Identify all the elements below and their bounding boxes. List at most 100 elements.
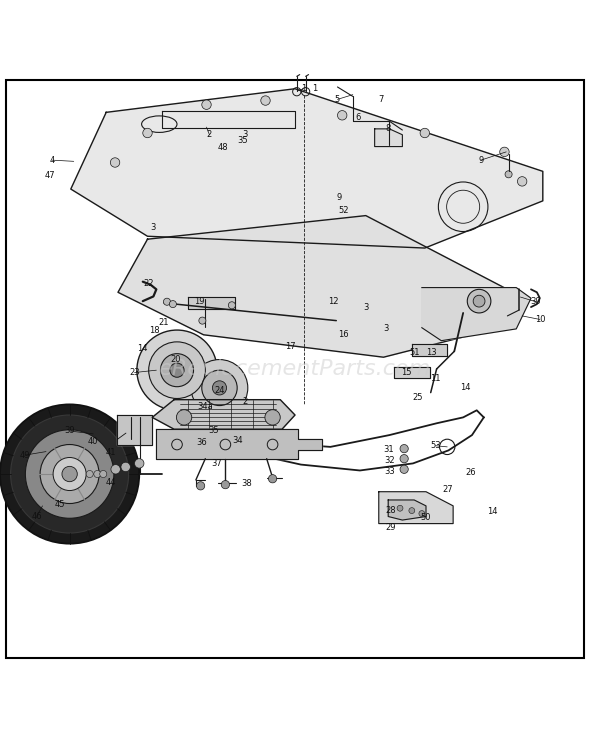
Circle shape: [111, 465, 120, 474]
Circle shape: [467, 289, 491, 313]
Circle shape: [53, 458, 86, 491]
Circle shape: [212, 381, 227, 395]
Text: 53: 53: [430, 441, 441, 450]
Text: 16: 16: [338, 331, 349, 339]
Text: 34: 34: [232, 436, 242, 446]
Text: 10: 10: [535, 315, 545, 324]
Circle shape: [176, 410, 192, 425]
Text: 3: 3: [363, 303, 369, 312]
Text: 3: 3: [150, 223, 156, 232]
Circle shape: [228, 302, 235, 308]
Text: 11: 11: [430, 374, 441, 383]
Text: 24: 24: [214, 386, 225, 395]
Text: 34a: 34a: [198, 402, 213, 411]
Text: 18: 18: [149, 326, 160, 335]
Text: 7: 7: [378, 95, 384, 104]
Circle shape: [40, 444, 99, 503]
Circle shape: [143, 128, 152, 138]
Text: 1: 1: [301, 84, 306, 93]
Text: 35: 35: [208, 426, 219, 435]
Text: 6: 6: [355, 113, 361, 122]
Circle shape: [110, 158, 120, 168]
Circle shape: [149, 342, 205, 399]
Text: 23: 23: [129, 368, 140, 377]
Circle shape: [419, 511, 425, 517]
Text: 28: 28: [385, 506, 396, 515]
Text: 20: 20: [171, 355, 181, 364]
Text: 39: 39: [64, 427, 75, 435]
Circle shape: [11, 415, 129, 533]
Circle shape: [62, 466, 77, 482]
Circle shape: [400, 465, 408, 474]
Circle shape: [420, 128, 430, 138]
Circle shape: [137, 330, 217, 410]
Text: 25: 25: [412, 393, 423, 401]
Circle shape: [94, 471, 101, 477]
Text: 47: 47: [45, 171, 55, 180]
Circle shape: [517, 176, 527, 186]
Polygon shape: [152, 400, 295, 430]
Text: 37: 37: [212, 459, 222, 468]
Circle shape: [400, 444, 408, 453]
Circle shape: [268, 475, 277, 483]
Text: 5: 5: [335, 95, 340, 104]
Text: 51: 51: [409, 348, 419, 357]
Text: 50: 50: [421, 513, 431, 523]
Circle shape: [170, 363, 184, 377]
Circle shape: [202, 370, 237, 406]
Circle shape: [86, 471, 93, 477]
Text: 8: 8: [385, 124, 391, 133]
Text: eReplacementParts.com: eReplacementParts.com: [159, 359, 431, 379]
Circle shape: [500, 147, 509, 156]
Text: 2: 2: [242, 397, 247, 406]
Text: 14: 14: [460, 383, 470, 393]
Text: 4: 4: [50, 156, 54, 165]
Text: 45: 45: [55, 500, 65, 509]
Text: 33: 33: [384, 466, 395, 475]
Circle shape: [100, 471, 107, 477]
Text: 27: 27: [442, 486, 453, 494]
Circle shape: [202, 100, 211, 109]
Polygon shape: [388, 500, 426, 520]
Text: 15: 15: [401, 368, 411, 377]
Polygon shape: [71, 89, 543, 248]
Text: 21: 21: [159, 319, 169, 328]
Text: 13: 13: [427, 348, 437, 357]
Circle shape: [196, 482, 205, 490]
Circle shape: [25, 430, 114, 518]
Circle shape: [400, 455, 408, 463]
Polygon shape: [117, 415, 152, 444]
Text: 22: 22: [143, 279, 154, 288]
Polygon shape: [412, 344, 447, 356]
Text: 48: 48: [218, 143, 228, 152]
Circle shape: [199, 317, 206, 324]
Text: 3: 3: [242, 131, 248, 139]
Text: 36: 36: [196, 438, 207, 446]
Polygon shape: [375, 129, 402, 147]
Polygon shape: [379, 492, 453, 523]
Circle shape: [337, 111, 347, 120]
Circle shape: [163, 298, 171, 306]
Text: 44: 44: [106, 478, 116, 487]
Circle shape: [221, 480, 230, 489]
Text: 2: 2: [207, 131, 212, 139]
Text: 30: 30: [530, 297, 541, 306]
Circle shape: [505, 170, 512, 178]
Text: 1: 1: [312, 84, 317, 93]
Text: 3: 3: [384, 325, 389, 334]
Circle shape: [135, 459, 144, 468]
Text: 17: 17: [285, 342, 296, 351]
Text: 49: 49: [19, 451, 30, 460]
Circle shape: [0, 404, 139, 544]
Circle shape: [121, 462, 130, 472]
Polygon shape: [188, 297, 235, 308]
Text: 32: 32: [384, 456, 395, 465]
Text: 14: 14: [487, 507, 498, 517]
Text: 31: 31: [383, 445, 394, 454]
Circle shape: [160, 354, 194, 387]
Text: 19: 19: [194, 297, 205, 306]
Text: 46: 46: [31, 512, 42, 521]
Text: 9: 9: [337, 193, 342, 202]
Text: 29: 29: [385, 523, 396, 531]
Polygon shape: [422, 288, 531, 341]
